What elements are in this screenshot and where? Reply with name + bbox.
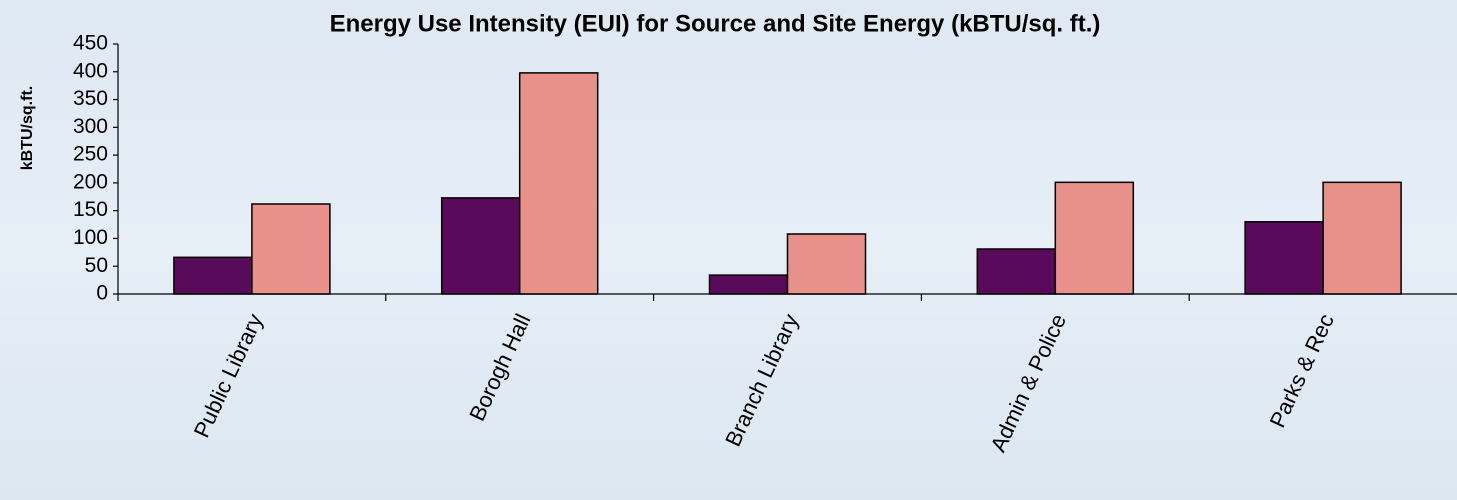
x-tick-label: Branch Library — [720, 310, 803, 450]
bar — [173, 256, 253, 295]
bar — [786, 233, 867, 295]
y-tick-label: 450 — [73, 32, 108, 55]
bar — [440, 197, 521, 295]
y-tick-label: 300 — [73, 115, 108, 138]
y-tick-label: 250 — [73, 143, 108, 166]
y-tick-label: 350 — [73, 87, 108, 110]
x-tick-label: Public Library — [189, 310, 268, 441]
chart-title: Energy Use Intensity (EUI) for Source an… — [330, 10, 1101, 37]
bar — [1322, 181, 1402, 295]
x-tick-label: Borogh Hall — [464, 310, 535, 425]
y-tick-label: 150 — [73, 198, 108, 221]
y-tick-label: 0 — [96, 282, 108, 305]
y-tick-label: 100 — [73, 226, 108, 249]
bar — [1244, 221, 1324, 295]
bar — [1054, 181, 1135, 295]
bar — [976, 248, 1057, 295]
bar — [518, 72, 599, 295]
x-tick-label: Admin & Police — [985, 310, 1071, 456]
x-tick-label: Parks & Rec — [1265, 310, 1339, 431]
y-tick-label: 400 — [73, 59, 108, 82]
bar — [708, 274, 789, 295]
bar — [251, 203, 331, 295]
y-tick-label: 50 — [85, 254, 108, 277]
y-tick-label: 200 — [73, 170, 108, 193]
y-axis-label: kBTU/sq.ft. — [19, 86, 36, 170]
